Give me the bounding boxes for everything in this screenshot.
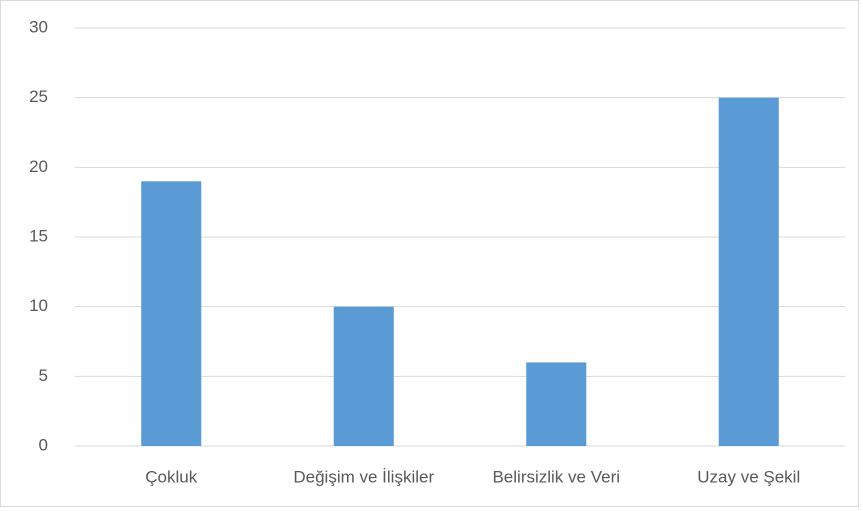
x-tick-label: Uzay ve Şekil <box>697 467 800 486</box>
bar <box>333 306 394 446</box>
x-tick-label: Değişim ve İlişkiler <box>293 467 434 486</box>
y-tick-label: 25 <box>29 87 48 106</box>
y-tick-label: 15 <box>29 226 48 245</box>
bar <box>141 181 202 446</box>
x-tick-label: Belirsizlik ve Veri <box>492 467 620 486</box>
y-tick-label: 20 <box>29 157 48 176</box>
x-tick-label: Çokluk <box>145 467 197 486</box>
y-tick-label: 0 <box>39 435 48 454</box>
y-tick-label: 30 <box>29 17 48 36</box>
bar <box>718 97 779 447</box>
y-tick-label: 5 <box>39 366 48 385</box>
bar <box>526 362 587 446</box>
y-tick-label: 10 <box>29 296 48 315</box>
